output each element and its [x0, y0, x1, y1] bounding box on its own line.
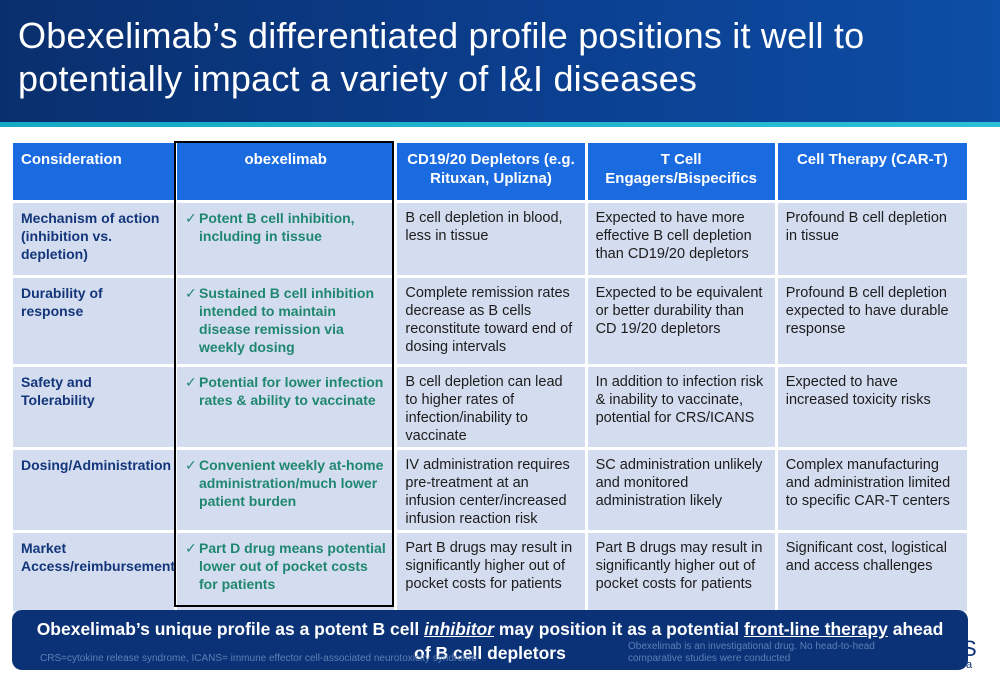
table-row: Market Access/reimbursement ✓ Part D drug… [13, 533, 967, 611]
header-cd1920-depletors: CD19/20 Depletors (e.g. Rituxan, Uplizna… [397, 143, 585, 200]
row-label: Market Access/reimbursement [13, 533, 175, 611]
table-row: Safety and Tolerability ✓ Potential for l… [13, 367, 967, 447]
table-row: Durability of response ✓ Sustained B cell… [13, 278, 967, 364]
cart-cell: Profound B cell depletion in tissue [777, 203, 967, 275]
cd1920-cell: Part B drugs may result in significantly… [397, 533, 585, 611]
comparison-table: Consideration obexelimab CD19/20 Depleto… [10, 140, 970, 614]
header-consideration: Consideration [13, 143, 175, 200]
banner-text: Obexelimab’s unique profile as a potent … [36, 619, 944, 663]
title-bar: Obexelimab’s differentiated profile posi… [0, 0, 1000, 122]
logo-fragment: S [962, 636, 977, 661]
row-label: Durability of response [13, 278, 175, 364]
check-icon: ✓ [185, 285, 197, 301]
logo-fragment-small: a [966, 659, 973, 671]
row-label: Mechanism of action (inhibition vs. depl… [13, 203, 175, 275]
cart-cell: Significant cost, logistical and access … [777, 533, 967, 611]
emphasis-front-line: front-line therapy [743, 619, 888, 639]
header-obexelimab: obexelimab [177, 143, 395, 200]
tcell-cell: SC administration unlikely and monitored… [587, 450, 775, 530]
cart-cell: Profound B cell depletion expected to ha… [777, 278, 967, 364]
cd1920-cell: Complete remission rates decrease as B c… [397, 278, 585, 364]
tcell-cell: In addition to infection risk & inabilit… [587, 367, 775, 447]
check-icon: ✓ [185, 210, 197, 226]
conclusion-banner: Obexelimab’s unique profile as a potent … [12, 610, 968, 670]
tcell-cell: Expected to have more effective B cell d… [587, 203, 775, 275]
obexelimab-cell: ✓ Convenient weekly at-home administratio… [177, 450, 395, 530]
header-t-cell-engagers: T Cell Engagers/Bispecifics [587, 143, 775, 200]
footnote-disclaimer: Obexelimab is an investigational drug. N… [628, 641, 875, 664]
row-label: Safety and Tolerability [13, 367, 175, 447]
tcell-cell: Part B drugs may result in significantly… [587, 533, 775, 611]
row-label: Dosing/Administration [13, 450, 175, 530]
obexelimab-cell: ✓ Part D drug means potential lower out o… [177, 533, 395, 611]
slide-title: Obexelimab’s differentiated profile posi… [18, 15, 865, 99]
check-icon: ✓ [185, 540, 197, 556]
header-cell-therapy: Cell Therapy (CAR-T) [777, 143, 967, 200]
accent-stripe [0, 122, 1000, 127]
cd1920-cell: B cell depletion can lead to higher rate… [397, 367, 585, 447]
tcell-cell: Expected to be equivalent or better dura… [587, 278, 775, 364]
obexelimab-cell: ✓ Potent B cell inhibition, including in … [177, 203, 395, 275]
check-icon: ✓ [185, 374, 197, 390]
cd1920-cell: B cell depletion in blood, less in tissu… [397, 203, 585, 275]
obexelimab-cell: ✓ Potential for lower infection rates & a… [177, 367, 395, 447]
check-icon: ✓ [185, 457, 197, 473]
obexelimab-cell: ✓ Sustained B cell inhibition intended to… [177, 278, 395, 364]
emphasis-inhibitor: inhibitor [424, 619, 495, 639]
cart-cell: Expected to have increased toxicity risk… [777, 367, 967, 447]
cart-cell: Complex manufacturing and administration… [777, 450, 967, 530]
table-row: Mechanism of action (inhibition vs. depl… [13, 203, 967, 275]
table-header-row: Consideration obexelimab CD19/20 Depleto… [13, 143, 967, 200]
table-row: Dosing/Administration ✓ Convenient weekly… [13, 450, 967, 530]
footnote-abbreviations: CRS=cytokine release syndrome, ICANS= im… [40, 653, 477, 664]
cd1920-cell: IV administration requires pre-treatment… [397, 450, 585, 530]
